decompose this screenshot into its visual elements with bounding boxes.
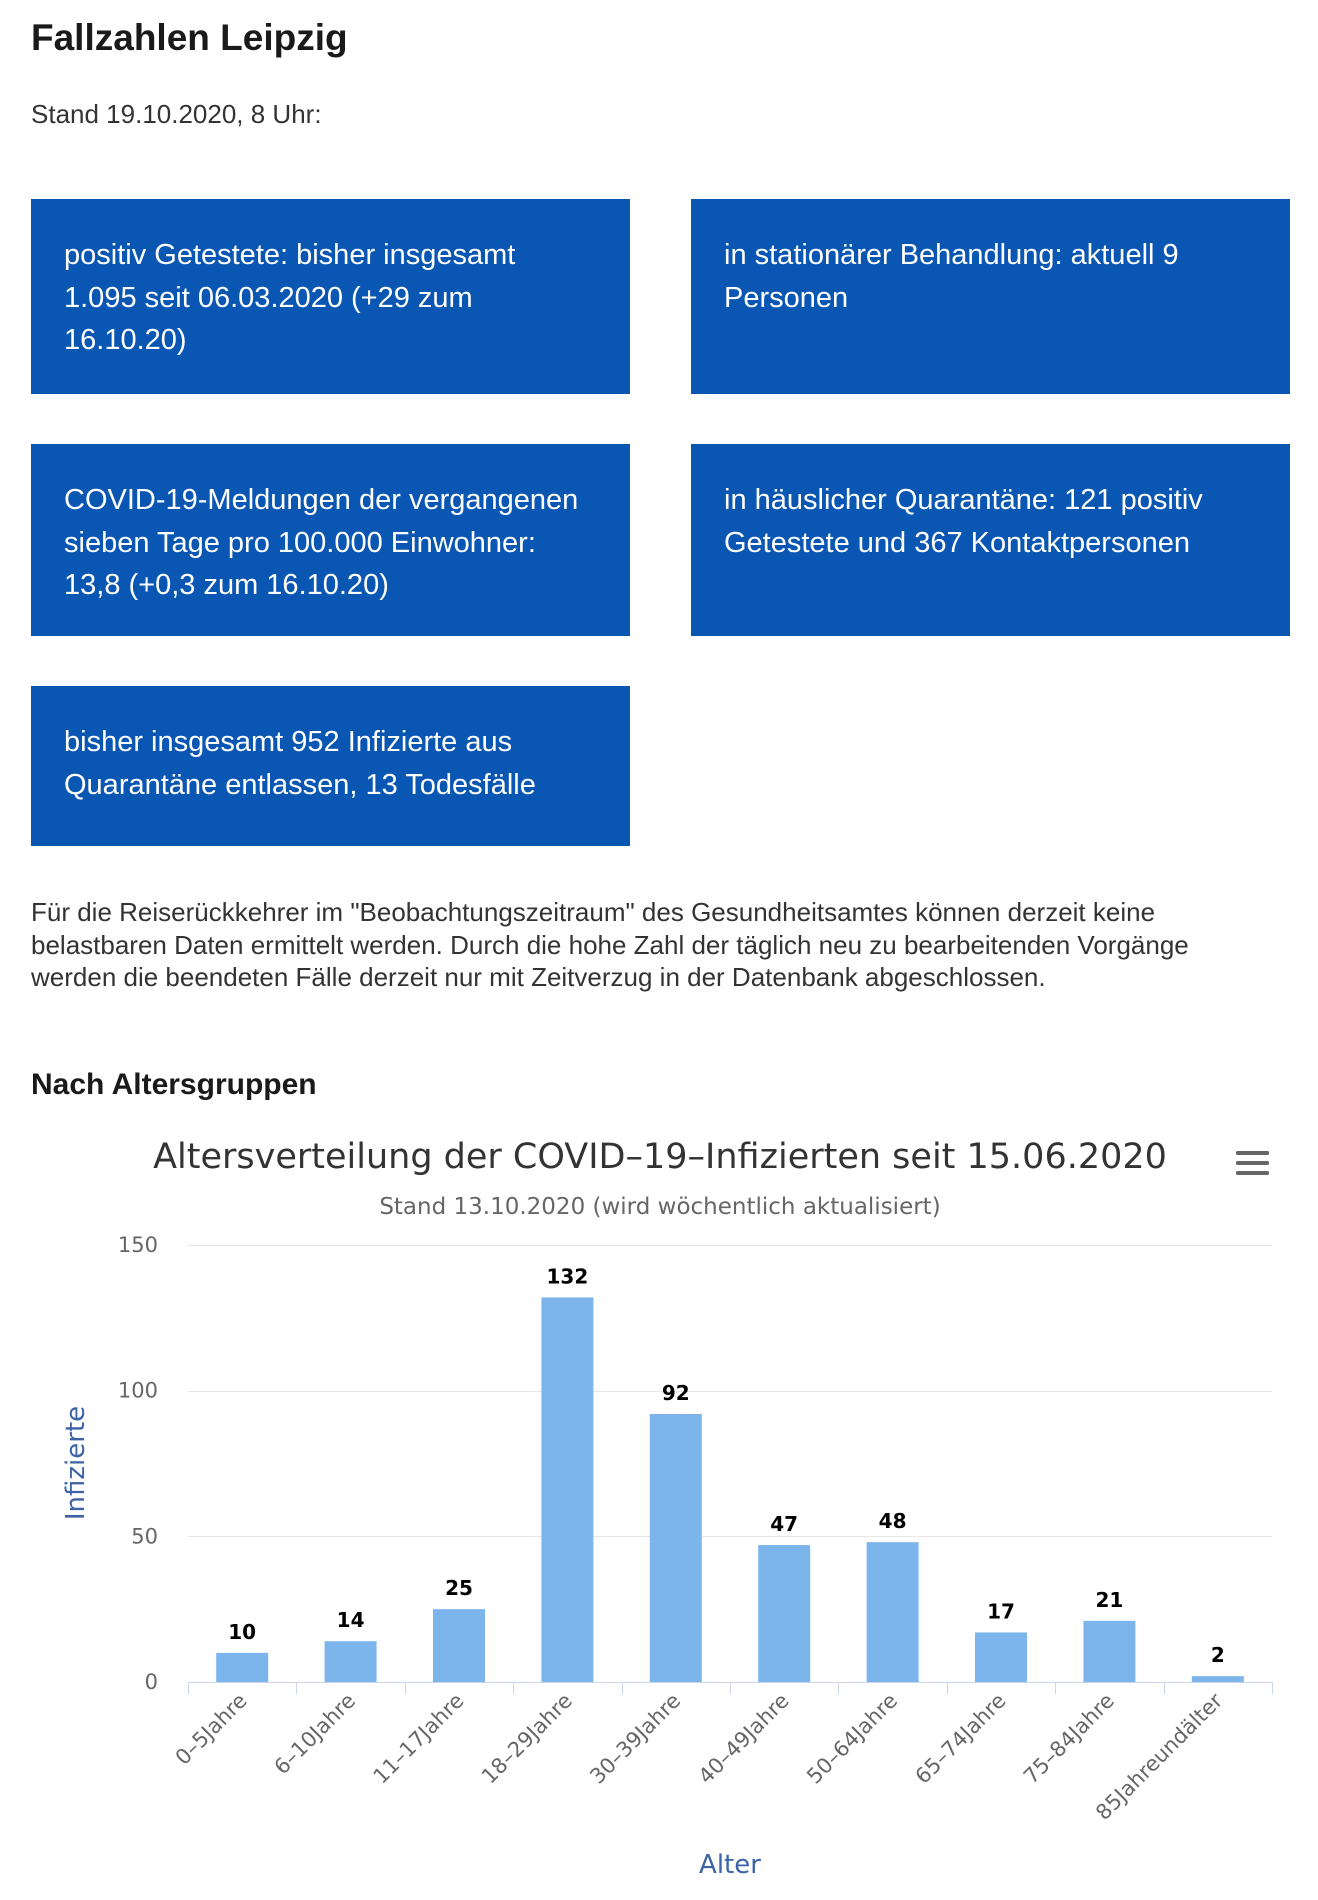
x-tick-label: 30–39Jahre (585, 1689, 685, 1789)
bar[interactable] (758, 1545, 811, 1682)
bar[interactable] (975, 1632, 1027, 1682)
x-tick-label: 11–17Jahre (369, 1689, 469, 1789)
chart-menu-button[interactable] (1226, 1140, 1278, 1184)
bar[interactable] (1191, 1676, 1244, 1682)
x-axis-title: Alter (699, 1850, 761, 1880)
data-label: 2 (1211, 1643, 1225, 1667)
data-labels: 10 14 25 132 92 47 48 17 21 2 (228, 1264, 1224, 1667)
data-label: 92 (662, 1381, 690, 1405)
x-tick-label: 40–49Jahre (694, 1689, 794, 1789)
data-label: 47 (770, 1512, 798, 1536)
section-heading: Nach Altersgruppen (31, 1068, 317, 1101)
bar[interactable] (541, 1297, 594, 1682)
data-label: 17 (987, 1599, 1015, 1623)
hamburger-icon (1236, 1151, 1269, 1175)
bar[interactable] (324, 1641, 377, 1682)
data-label: 132 (547, 1264, 589, 1288)
bar[interactable] (216, 1652, 269, 1682)
y-axis-title: Infizierte (61, 1406, 91, 1520)
chart-subtitle: Stand 13.10.2020 (wird wöchentlich aktua… (379, 1194, 940, 1220)
stat-box-released-deaths: bisher insgesamt 952 Infizierte aus Quar… (31, 686, 630, 846)
chart-title: Altersverteilung der COVID–19–Infizierte… (153, 1137, 1167, 1177)
hamburger-line (1236, 1171, 1269, 1175)
y-tick-label: 0 (145, 1670, 158, 1694)
stat-box-home-quarantine: in häuslicher Quarantäne: 121 positiv Ge… (691, 444, 1290, 636)
data-label: 14 (337, 1608, 365, 1632)
info-paragraph: Für die Reiserückkehrer im "Beobachtungs… (31, 897, 1189, 992)
data-label: 48 (879, 1509, 907, 1533)
age-distribution-chart: Altersverteilung der COVID–19–Infizierte… (61, 1137, 1278, 1880)
bar-series (216, 1297, 1244, 1682)
bar[interactable] (649, 1413, 702, 1682)
stats-grid: positiv Getestete: bisher insgesamt 1.09… (31, 199, 1290, 846)
x-tick-label: 0–5Jahre (171, 1689, 252, 1770)
bar[interactable] (433, 1609, 485, 1682)
x-tick-label: 75–84Jahre (1019, 1689, 1119, 1789)
x-tick-label: 50–64Jahre (802, 1689, 902, 1789)
stat-box-seven-day-incidence: COVID-19-Meldungen der vergangenen siebe… (31, 444, 630, 636)
x-tick-label: 65–74Jahre (911, 1689, 1011, 1789)
data-label: 21 (1095, 1588, 1123, 1612)
stat-box-positive-tested: positiv Getestete: bisher insgesamt 1.09… (31, 199, 630, 394)
data-label: 25 (445, 1576, 473, 1600)
x-tick-label: 18–29Jahre (477, 1689, 577, 1789)
hamburger-line (1236, 1161, 1269, 1165)
x-tick-label: 6–10Jahre (270, 1689, 361, 1780)
page-title: Fallzahlen Leipzig (31, 17, 348, 58)
x-axis: 0–5Jahre 6–10Jahre 11–17Jahre 18–29Jahre 30–… (171, 1682, 1273, 1825)
y-tick-label: 50 (131, 1524, 158, 1548)
data-label: 10 (228, 1620, 256, 1644)
status-date: Stand 19.10.2020, 8 Uhr: (31, 99, 322, 129)
y-tick-label: 100 (118, 1379, 158, 1403)
stat-box-hospitalized: in stationärer Behandlung: aktuell 9 Per… (691, 199, 1290, 394)
y-tick-label: 150 (118, 1233, 158, 1257)
bar[interactable] (1083, 1620, 1136, 1682)
bar[interactable] (866, 1542, 919, 1682)
hamburger-line (1236, 1151, 1269, 1155)
